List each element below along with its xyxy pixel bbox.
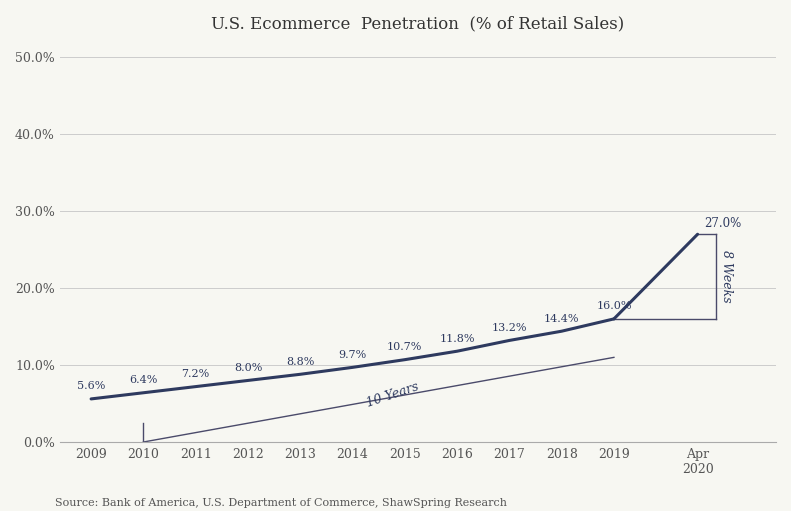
Title: U.S. Ecommerce  Penetration  (% of Retail Sales): U.S. Ecommerce Penetration (% of Retail …	[211, 15, 624, 32]
Text: 8.8%: 8.8%	[286, 357, 314, 366]
Text: 16.0%: 16.0%	[596, 301, 632, 311]
Text: 8 Weeks: 8 Weeks	[720, 250, 733, 303]
Text: 27.0%: 27.0%	[704, 217, 741, 229]
Text: 10.7%: 10.7%	[387, 342, 422, 352]
Text: 7.2%: 7.2%	[182, 369, 210, 379]
Text: 8.0%: 8.0%	[234, 363, 262, 373]
Text: 13.2%: 13.2%	[492, 323, 527, 333]
Text: 11.8%: 11.8%	[439, 334, 475, 343]
Text: Source: Bank of America, U.S. Department of Commerce, ShawSpring Research: Source: Bank of America, U.S. Department…	[55, 498, 507, 508]
Text: 10 Years: 10 Years	[365, 380, 420, 410]
Text: 6.4%: 6.4%	[129, 375, 157, 385]
Text: 5.6%: 5.6%	[77, 381, 105, 391]
Text: 9.7%: 9.7%	[339, 350, 367, 360]
Text: 14.4%: 14.4%	[544, 314, 579, 323]
